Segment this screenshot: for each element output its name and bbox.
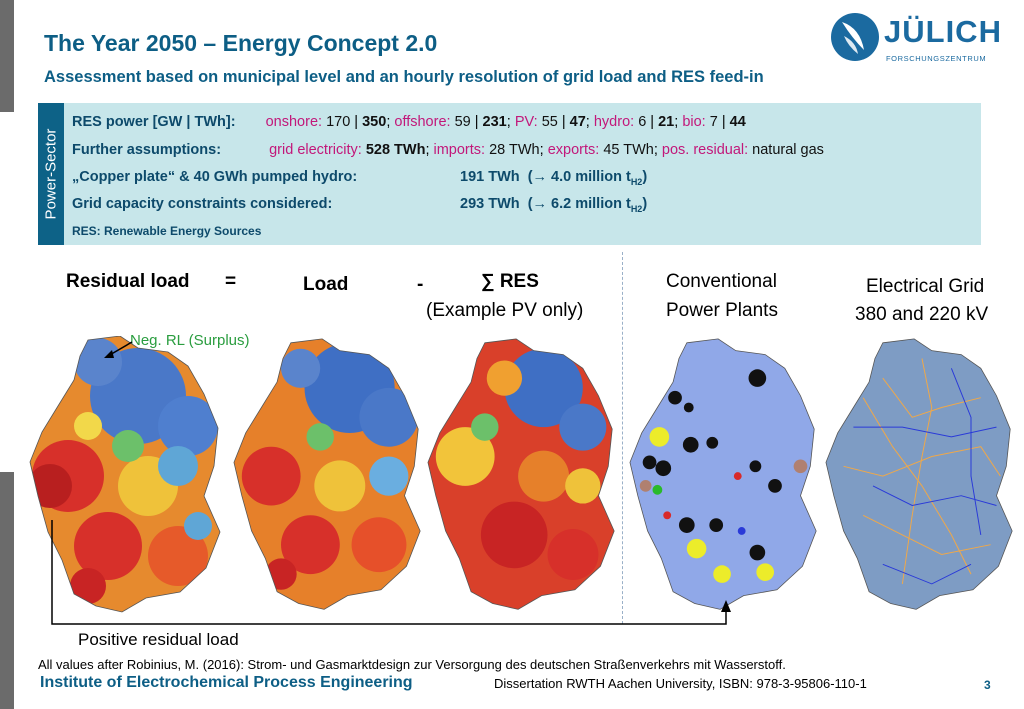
map-res-pv [426, 336, 622, 626]
map-electrical-grid [824, 336, 1020, 626]
julich-logo-mark-icon [831, 13, 879, 61]
map-conventional-plants [628, 336, 824, 626]
side-accent-bar-bottom [0, 472, 14, 709]
side-accent-bar-top [0, 0, 14, 112]
minus-sign: - [417, 274, 424, 295]
source-footnote: All values after Robinius, M. (2016): St… [38, 657, 786, 672]
further-assumptions-line: Further assumptions: grid electricity: 5… [72, 142, 824, 158]
slide-subtitle: Assessment based on municipal level and … [44, 68, 764, 86]
info-box: RES power [GW | TWh]: onshore: 170 | 350… [64, 103, 981, 245]
conventional-label-2: Power Plants [666, 300, 778, 321]
conventional-label-1: Conventional [666, 271, 777, 292]
slide-title: The Year 2050 – Energy Concept 2.0 [44, 30, 438, 56]
germany-map-plants [629, 338, 817, 610]
grid-label-1: Electrical Grid [866, 276, 985, 297]
logo-wordmark: JÜLICH [884, 14, 1002, 49]
germany-map-res [427, 338, 615, 610]
dissertation-footnote: Dissertation RWTH Aachen University, ISB… [494, 676, 867, 691]
neg-rl-label: Neg. RL (Surplus) [130, 332, 250, 349]
dashed-divider [622, 252, 623, 624]
germany-map-grid [825, 338, 1013, 610]
map-residual-load [28, 336, 228, 626]
grid-capacity-line: Grid capacity constraints considered: [72, 196, 333, 212]
neg-rl-arrow-icon [104, 341, 133, 358]
germany-map-residual [29, 336, 221, 613]
res-power-line: RES power [GW | TWh]: onshore: 170 | 350… [72, 114, 746, 130]
power-sector-label: Power-Sector [38, 103, 64, 245]
grid-capacity-value: 293 TWh (→ 6.2 million tH2) [460, 196, 648, 214]
julich-logo: JÜLICH FORSCHUNGSZENTRUM [830, 10, 1001, 70]
copper-plate-line: „Copper plate“ & 40 GWh pumped hydro: [72, 169, 358, 185]
germany-map-load [233, 338, 421, 610]
copper-plate-value: 191 TWh (→ 4.0 million tH2) [460, 169, 648, 187]
positive-rl-bracket [51, 520, 731, 625]
res-definition: RES: Renewable Energy Sources [72, 224, 262, 238]
logo-subtext: FORSCHUNGSZENTRUM [886, 54, 987, 63]
sum-res-label: ∑ RES [481, 271, 539, 292]
grid-label-2: 380 and 220 kV [855, 304, 989, 325]
load-label: Load [303, 274, 349, 295]
positive-rl-label: Positive residual load [78, 630, 239, 649]
map-load [232, 336, 428, 626]
equals-sign: = [225, 271, 237, 292]
institute-name: Institute of Electrochemical Process Eng… [40, 674, 413, 691]
pv-only-label: (Example PV only) [426, 300, 584, 321]
residual-load-label: Residual load [66, 271, 190, 292]
page-number: 3 [984, 678, 991, 692]
